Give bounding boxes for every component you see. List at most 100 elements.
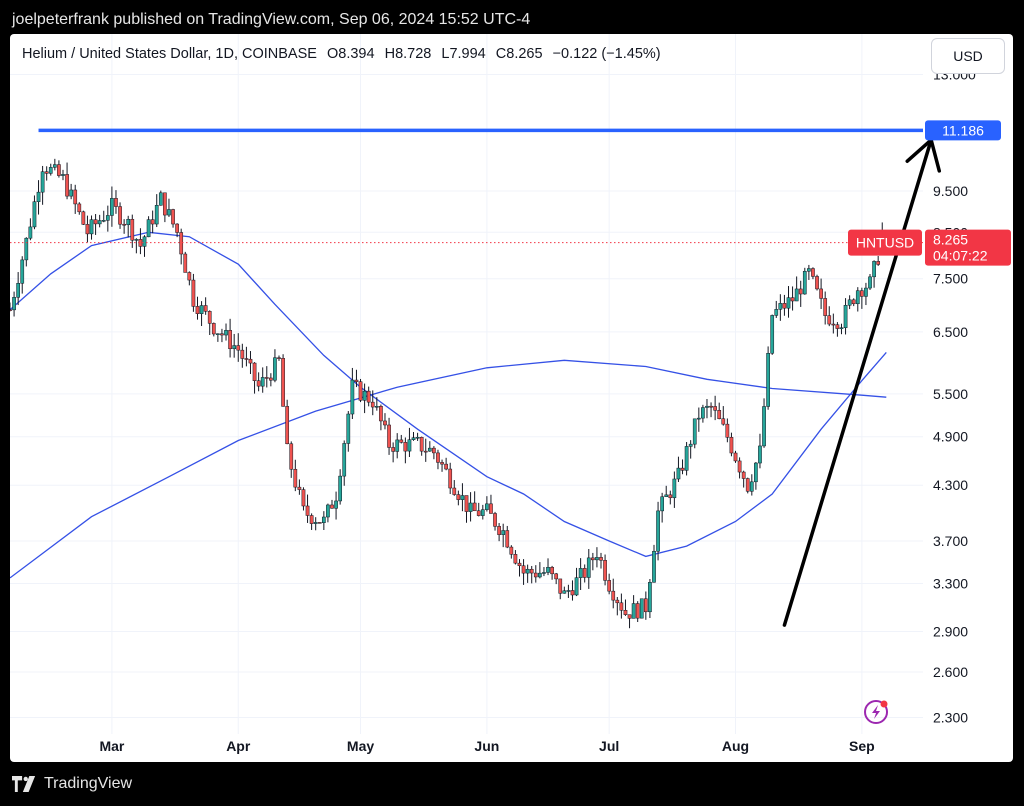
- candle-body: [472, 502, 477, 512]
- candle-body: [224, 330, 228, 336]
- candle-body: [216, 333, 220, 335]
- candle-body: [692, 418, 697, 445]
- candle-body: [114, 198, 118, 207]
- candle-body: [69, 189, 73, 197]
- candle-body: [285, 406, 290, 445]
- candle-body: [415, 437, 420, 439]
- candle-body: [199, 305, 204, 314]
- candle-body: [448, 468, 453, 489]
- candle-body: [220, 333, 224, 336]
- candle-body: [183, 253, 188, 273]
- candle-body: [493, 513, 497, 527]
- candle-body: [538, 572, 542, 578]
- candle-body: [802, 271, 807, 295]
- candle-body: [395, 439, 400, 452]
- candle-body: [142, 236, 147, 247]
- alert-dot: [880, 700, 888, 708]
- footer-brand[interactable]: TradingView: [44, 775, 133, 792]
- candle-body: [517, 562, 522, 567]
- candle-body: [558, 578, 563, 594]
- candle-body: [860, 290, 864, 297]
- candle-body: [782, 303, 787, 309]
- candle-body: [334, 500, 338, 509]
- candle-body: [411, 437, 416, 440]
- x-tick-label: Mar: [99, 738, 124, 754]
- candle-body: [794, 288, 799, 302]
- candle-body: [419, 437, 424, 452]
- candle-body: [16, 283, 21, 298]
- candle-body: [705, 405, 709, 408]
- candle-body: [232, 345, 237, 350]
- level-price-tag: [925, 120, 1001, 141]
- candle-body: [85, 224, 90, 235]
- candle-body: [77, 203, 82, 213]
- candle-body: [211, 323, 216, 335]
- candle-body: [383, 420, 387, 426]
- candle-body: [696, 417, 701, 420]
- candle-body: [754, 462, 758, 483]
- candle-body: [680, 467, 685, 471]
- candle-body: [533, 572, 538, 578]
- candle-body: [12, 297, 16, 311]
- candle-body: [105, 215, 110, 221]
- candle-body: [44, 171, 49, 174]
- candle-body: [273, 357, 277, 381]
- candle-body: [379, 406, 383, 422]
- candle-body: [762, 406, 766, 447]
- candle-body: [313, 522, 318, 524]
- legend-close: C8.265: [495, 46, 543, 62]
- y-tick-label: 6.500: [933, 324, 968, 340]
- moving-average-line: [10, 359, 887, 579]
- candle-body: [676, 467, 681, 480]
- candle-body: [195, 306, 200, 314]
- candle-body: [154, 205, 159, 225]
- candle-body: [485, 503, 489, 510]
- candle-body: [701, 407, 705, 419]
- candle-body: [252, 362, 257, 381]
- symbol-tag: [848, 229, 922, 256]
- candle-body: [187, 272, 192, 281]
- y-tick-label: 4.300: [933, 477, 968, 493]
- candle-body: [627, 614, 632, 619]
- candle-body: [297, 486, 302, 490]
- candle-body: [40, 171, 45, 193]
- candle-body: [146, 219, 151, 238]
- candle-body: [256, 380, 261, 387]
- candle-body: [118, 206, 122, 225]
- candle-body: [48, 167, 53, 174]
- candle-body: [158, 192, 163, 206]
- candle-body: [546, 566, 550, 573]
- candle-body: [599, 557, 603, 561]
- candle-body: [497, 526, 501, 535]
- y-tick-label: 2.900: [933, 623, 968, 639]
- candle-body: [550, 566, 554, 575]
- candle-body: [171, 209, 175, 225]
- price-chart[interactable]: 13.0009.5008.5007.5006.5005.5004.9004.30…: [10, 34, 1013, 762]
- candle-body: [619, 602, 624, 611]
- y-tick-label: 3.300: [933, 575, 968, 591]
- candle-body: [191, 279, 196, 307]
- chart-panel[interactable]: 13.0009.5008.5007.5006.5005.5004.9004.30…: [10, 34, 1013, 762]
- candle-body: [729, 437, 734, 454]
- candle-body: [167, 209, 171, 216]
- candle-body: [749, 481, 754, 492]
- candle-body: [770, 315, 775, 354]
- candle-body: [709, 405, 713, 408]
- candle-body: [778, 303, 783, 310]
- candle-body: [150, 219, 155, 225]
- candle-body: [827, 315, 832, 325]
- level-price-label: 11.186: [942, 122, 984, 138]
- candle-body: [509, 546, 514, 555]
- candle-body: [566, 590, 571, 592]
- candle-body: [61, 174, 65, 176]
- candle-body: [24, 237, 29, 261]
- candle-body: [57, 164, 61, 176]
- candle-body: [305, 505, 310, 516]
- alert-lightning-glyph: [872, 705, 881, 719]
- y-tick-label: 2.600: [933, 664, 968, 680]
- candle-body: [811, 268, 815, 277]
- candle-body: [774, 309, 779, 316]
- candle-body: [358, 381, 363, 401]
- candle-body: [277, 357, 281, 359]
- currency-button[interactable]: USD: [931, 38, 1005, 74]
